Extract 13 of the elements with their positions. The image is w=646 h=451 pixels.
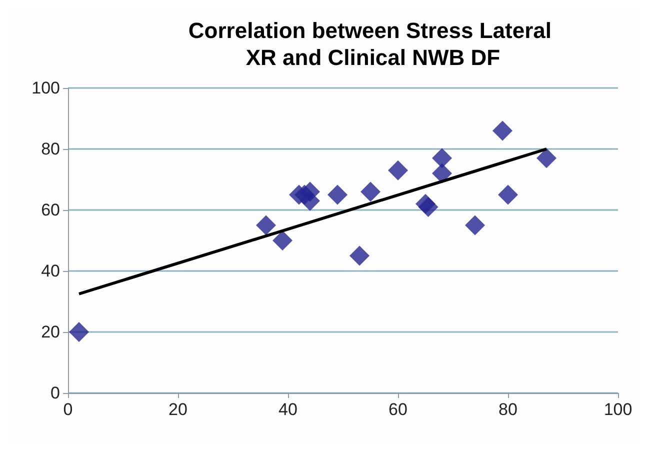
y-tick-label: 100	[32, 78, 60, 98]
y-tick-label: 20	[41, 322, 60, 342]
x-tick-label: 60	[388, 400, 408, 419]
x-tick-label: 40	[278, 400, 298, 419]
chart-title: Correlation between Stress Lateral XR and Clinical NWB DF	[188, 18, 558, 70]
x-tick-label: 0	[63, 400, 73, 419]
y-tick-label: 0	[50, 384, 60, 402]
y-tick-label: 40	[41, 262, 60, 280]
x-tick-label: 20	[168, 400, 188, 419]
y-tick-label: 60	[41, 200, 60, 220]
x-tick-label: 80	[498, 400, 518, 419]
y-tick-label: 80	[41, 140, 60, 158]
x-tick-label: 100	[604, 400, 632, 419]
